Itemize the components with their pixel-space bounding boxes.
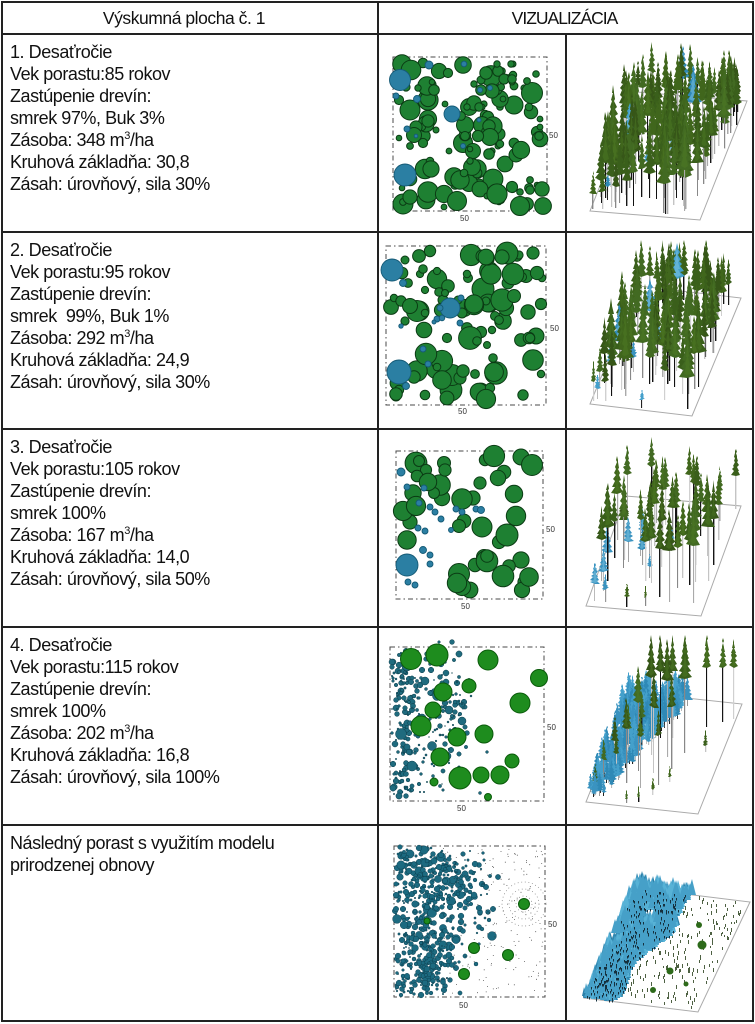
svg-text:50: 50 — [459, 1001, 468, 1010]
svg-text:50: 50 — [547, 723, 556, 732]
svg-text:50: 50 — [461, 602, 470, 611]
svg-text:50: 50 — [460, 214, 469, 223]
svg-text:50: 50 — [546, 525, 555, 534]
svg-text:50: 50 — [458, 407, 467, 416]
svg-text:50: 50 — [550, 324, 559, 333]
svg-text:50: 50 — [457, 804, 466, 813]
svg-text:50: 50 — [549, 131, 558, 140]
svg-text:50: 50 — [548, 920, 557, 929]
